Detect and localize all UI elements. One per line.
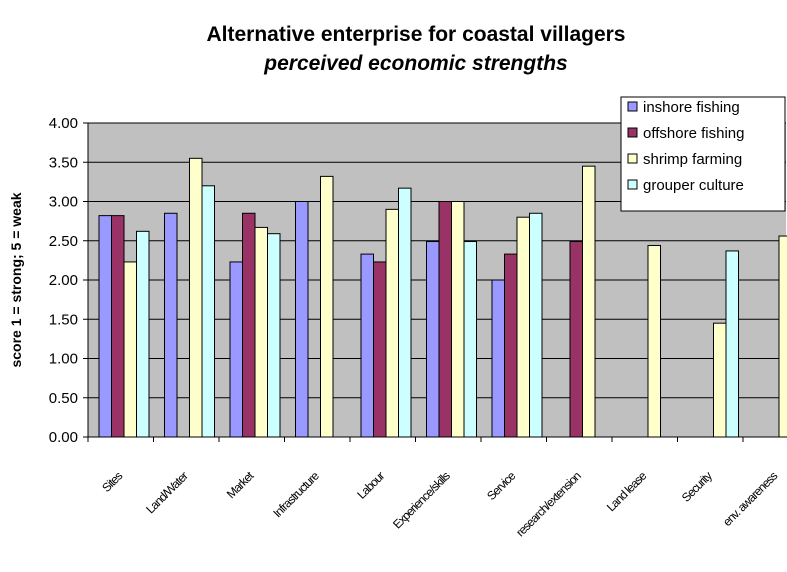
x-tick-label: env. awareness [720, 469, 780, 529]
bar-grouper-culture-2 [267, 233, 281, 438]
bar-grouper-culture-9 [725, 250, 739, 438]
y-axis: 0.00 0.50 1.00 1.50 2.00 2.50 3.00 3.50 4.00 [49, 115, 89, 446]
y-tick-label: 1.00 [49, 351, 78, 368]
y-tick-label: 1.50 [49, 311, 78, 328]
y-tick-label: 3.00 [49, 194, 78, 211]
chart-subtitle: perceived economic strengths [263, 52, 567, 75]
bar-offshore-fishing-0 [111, 215, 125, 438]
bar-shrimp-farming-3 [320, 175, 334, 438]
bar-shrimp-farming-2 [254, 226, 268, 438]
legend-label: offshore fishing [643, 125, 744, 142]
x-axis: Sites Land/Water Market Infrastructure Labou… [87, 436, 786, 539]
bar-offshore-fishing-7 [569, 241, 583, 438]
x-tick-label: Service [484, 468, 519, 503]
chart-title: Alternative enterprise for coastal villa… [206, 23, 625, 46]
legend-label: inshore fishing [643, 99, 740, 116]
bar-shrimp-farming-5 [451, 201, 465, 438]
bar-offshore-fishing-2 [242, 212, 256, 438]
bar-shrimp-farming-0 [123, 261, 137, 438]
bar-inshore-fishing-4 [360, 253, 374, 438]
x-tick-label: Labour [354, 469, 387, 502]
bar-inshore-fishing-5 [426, 241, 440, 438]
bar-inshore-fishing-2 [229, 261, 243, 438]
legend-swatch [627, 127, 638, 138]
bar-shrimp-farming-10 [778, 235, 787, 438]
bar-offshore-fishing-4 [373, 261, 387, 438]
bar-shrimp-farming-9 [713, 322, 727, 438]
y-tick-label: 4.00 [49, 115, 78, 132]
bar-grouper-culture-5 [463, 241, 477, 438]
y-tick-label: 0.00 [49, 429, 78, 446]
y-axis-label: score 1 = strong; 5 = weak [8, 192, 24, 367]
bar-grouper-culture-1 [201, 185, 215, 438]
bar-shrimp-farming-7 [582, 165, 596, 438]
y-tick-label: 2.00 [49, 272, 78, 289]
legend-label: shrimp farming [643, 151, 742, 168]
x-tick-label: Infrastructure [270, 468, 322, 520]
bar-shrimp-farming-8 [647, 244, 661, 438]
bar-grouper-culture-4 [398, 187, 412, 438]
x-tick-label: Sites [99, 469, 125, 495]
x-tick-label: Land lease [604, 468, 650, 514]
x-tick-label: Land/Water [143, 469, 191, 517]
x-tick-label: Market [224, 468, 257, 501]
x-tick-label: Security [679, 469, 715, 505]
bar-grouper-culture-0 [136, 230, 150, 438]
bar-shrimp-farming-4 [385, 208, 399, 438]
x-tick-label: Experience/skills [390, 469, 453, 532]
legend-label: grouper culture [643, 177, 744, 194]
bar-shrimp-farming-1 [189, 157, 203, 438]
bar-offshore-fishing-6 [504, 253, 518, 438]
y-tick-label: 3.50 [49, 154, 78, 171]
y-tick-label: 0.50 [49, 390, 78, 407]
bar-inshore-fishing-1 [164, 212, 178, 438]
legend-swatch [627, 179, 638, 190]
bar-grouper-culture-6 [529, 212, 543, 438]
bar-shrimp-farming-6 [516, 216, 530, 438]
bar-offshore-fishing-5 [438, 201, 452, 438]
y-tick-label: 2.50 [49, 233, 78, 250]
x-tick-label: research/extension [513, 469, 583, 539]
legend-box [620, 96, 786, 212]
bar-inshore-fishing-6 [491, 279, 505, 438]
bar-inshore-fishing-0 [98, 215, 112, 438]
bar-inshore-fishing-3 [295, 201, 309, 438]
legend-swatch [627, 153, 638, 164]
legend-swatch [627, 101, 638, 112]
legend: inshore fishing offshore fishing shrimp fa… [620, 96, 786, 212]
